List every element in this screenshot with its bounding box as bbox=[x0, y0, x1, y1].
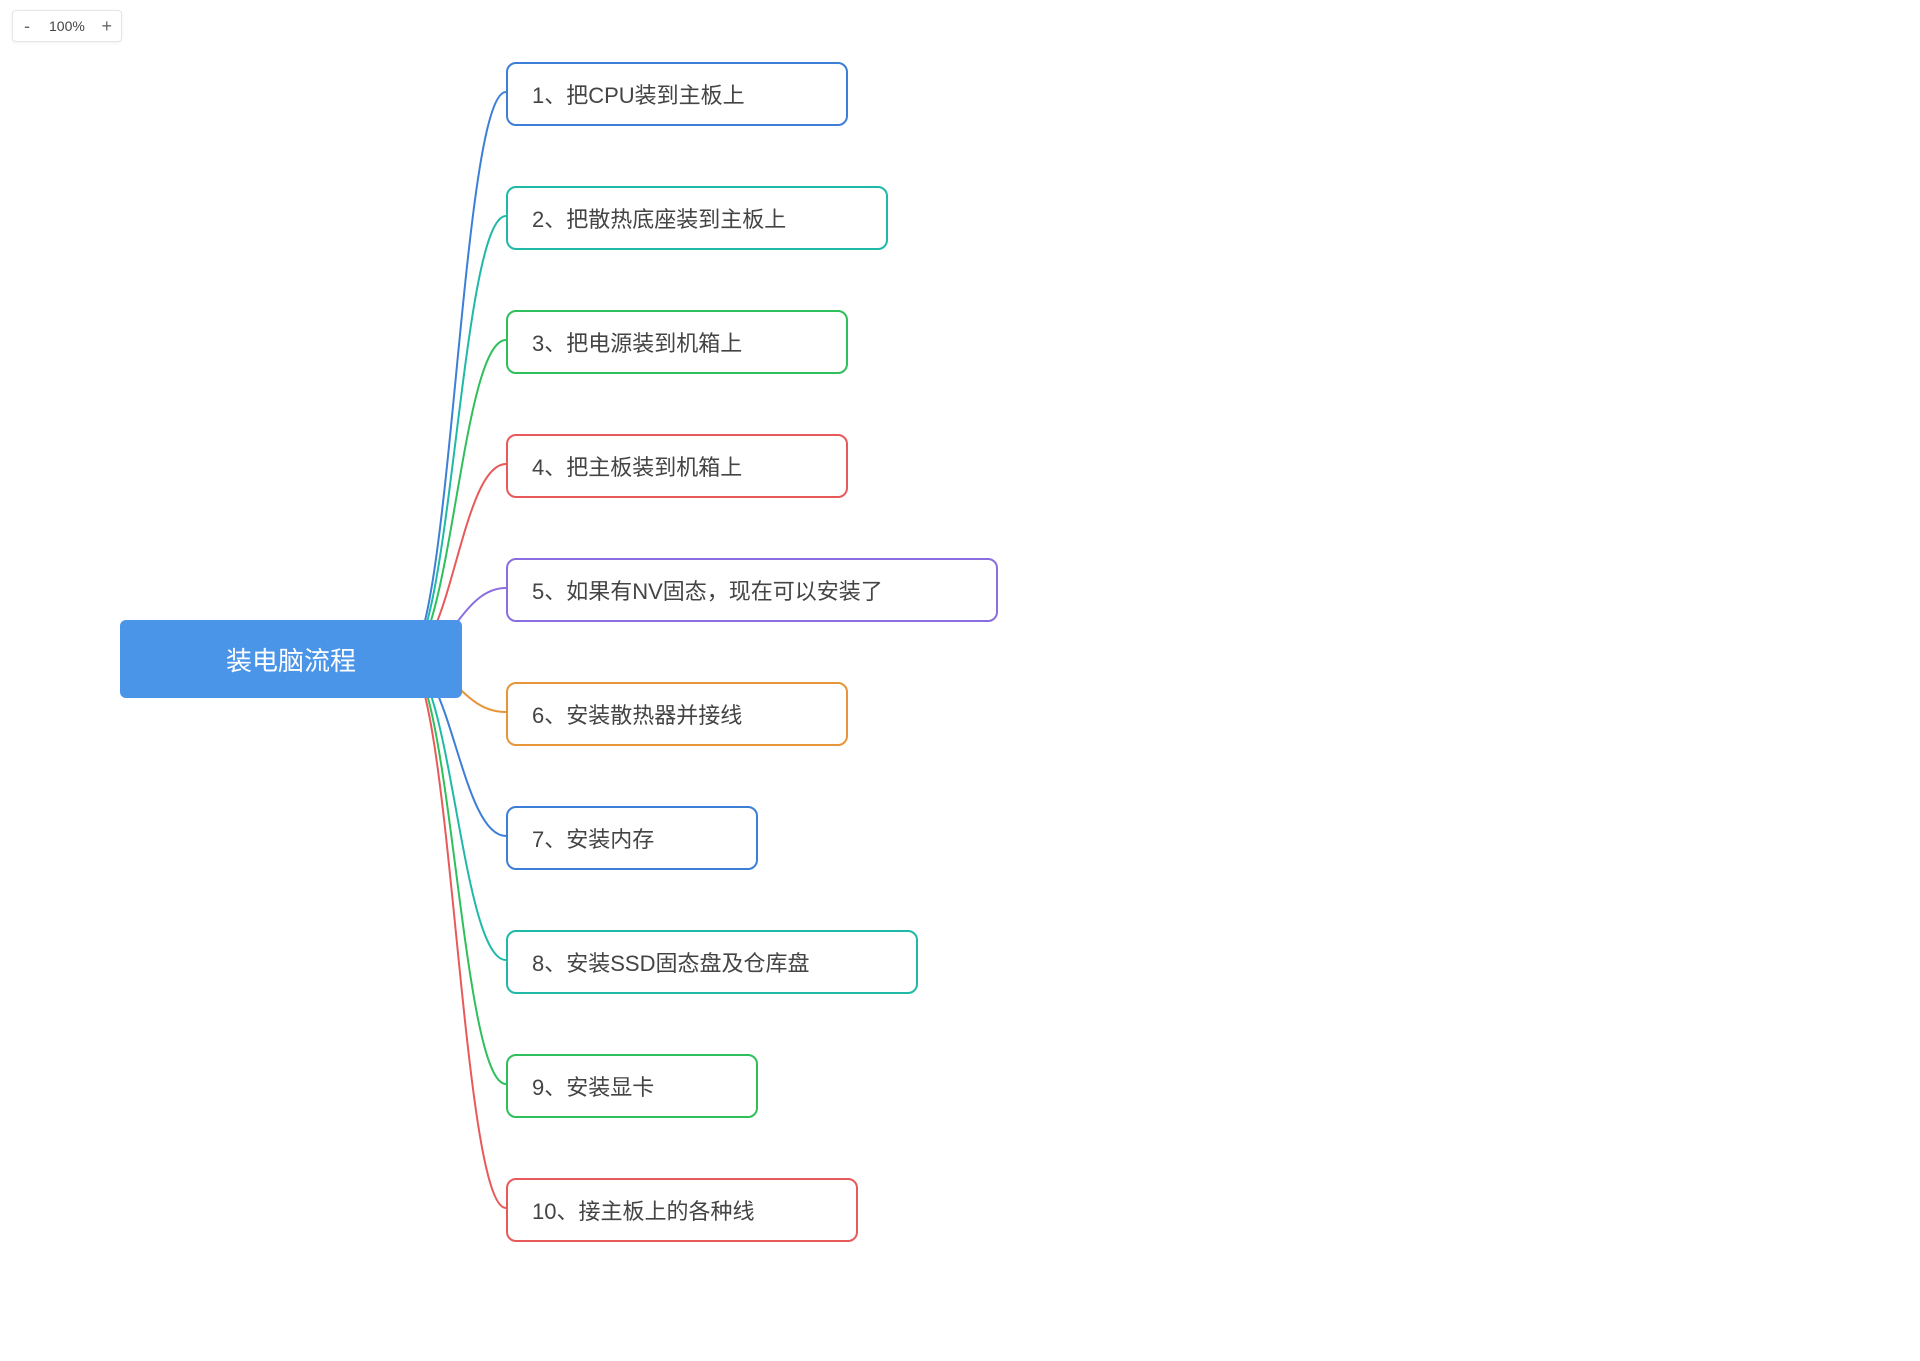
child-node-8[interactable]: 8、安装SSD固态盘及仓库盘 bbox=[506, 930, 918, 994]
edge-2 bbox=[406, 216, 506, 659]
child-node-3[interactable]: 3、把电源装到机箱上 bbox=[506, 310, 848, 374]
mindmap-canvas[interactable]: 装电脑流程 1、把CPU装到主板上 2、把散热底座装到主板上 3、把电源装到机箱上 4、… bbox=[0, 0, 1920, 1361]
child-node-9[interactable]: 9、安装显卡 bbox=[506, 1054, 758, 1118]
child-node-7[interactable]: 7、安装内存 bbox=[506, 806, 758, 870]
edge-3 bbox=[406, 340, 506, 659]
child-node-5[interactable]: 5、如果有NV固态，现在可以安装了 bbox=[506, 558, 998, 622]
edge-8 bbox=[406, 659, 506, 960]
edge-1 bbox=[406, 92, 506, 659]
child-node-2[interactable]: 2、把散热底座装到主板上 bbox=[506, 186, 888, 250]
child-node-6[interactable]: 6、安装散热器并接线 bbox=[506, 682, 848, 746]
edge-10 bbox=[406, 659, 506, 1208]
child-node-1[interactable]: 1、把CPU装到主板上 bbox=[506, 62, 848, 126]
child-node-4[interactable]: 4、把主板装到机箱上 bbox=[506, 434, 848, 498]
edge-9 bbox=[406, 659, 506, 1084]
child-node-10[interactable]: 10、接主板上的各种线 bbox=[506, 1178, 858, 1242]
root-node[interactable]: 装电脑流程 bbox=[120, 620, 462, 698]
